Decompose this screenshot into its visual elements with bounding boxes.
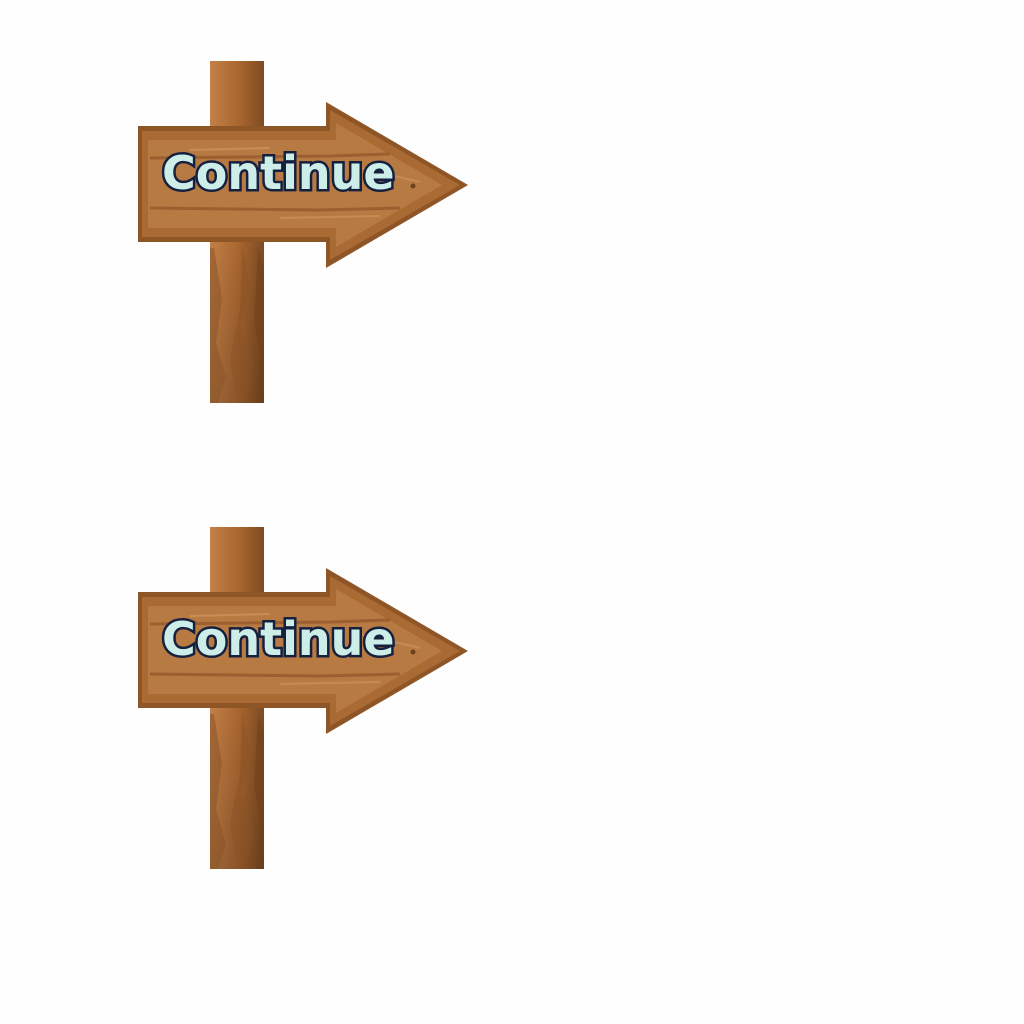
continue-label: Continue bbox=[160, 146, 398, 200]
wooden-signpost-icon bbox=[138, 527, 468, 869]
continue-signpost-button[interactable]: Continue bbox=[130, 58, 475, 408]
continue-label: Continue bbox=[160, 612, 398, 666]
wooden-signpost-icon bbox=[138, 61, 468, 403]
continue-signpost-button[interactable]: Continue bbox=[130, 524, 475, 874]
